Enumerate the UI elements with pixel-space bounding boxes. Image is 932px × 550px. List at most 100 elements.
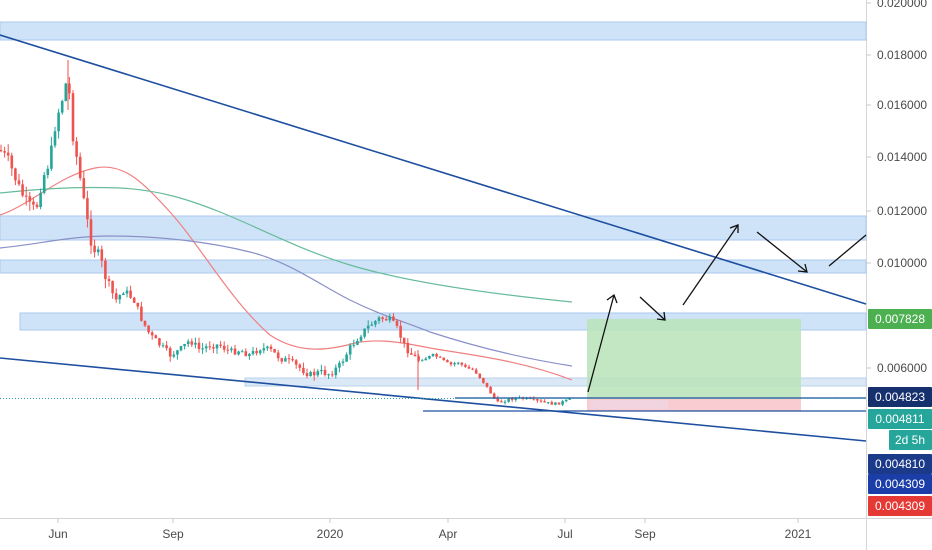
candle [276, 349, 280, 362]
candle [338, 360, 341, 373]
candle-body [132, 297, 136, 303]
candle-body [503, 401, 507, 403]
x-tick-label: Sep [162, 527, 184, 541]
resistance-zone[interactable] [0, 215, 867, 241]
candle [179, 345, 183, 352]
ma-mid-line [0, 235, 573, 367]
candle [316, 369, 320, 378]
candle-body [550, 402, 554, 405]
candle [194, 337, 197, 349]
candle [266, 345, 269, 351]
candle-body [330, 374, 334, 376]
descending-support-trendline[interactable] [0, 357, 867, 442]
x-tick-label: Sep [634, 527, 656, 541]
candle-body [230, 348, 233, 351]
price-tag: 0.004309 [868, 474, 932, 494]
descending-resistance-trendline[interactable] [0, 34, 867, 305]
candle-body [449, 362, 453, 365]
candle-body [172, 354, 176, 357]
resistance-zone[interactable] [0, 259, 867, 274]
candle-body [50, 145, 53, 169]
x-tick-label: Jul [557, 527, 572, 541]
candle [147, 325, 150, 335]
candle [561, 399, 564, 407]
candle [352, 339, 356, 348]
candle-body [366, 325, 370, 329]
candle [6, 144, 10, 162]
price-tag-bg [868, 474, 932, 494]
candle-body [345, 354, 348, 362]
candle [78, 152, 82, 181]
candle-body [219, 344, 222, 346]
candle-body [60, 101, 64, 113]
candle [75, 137, 78, 165]
candle [255, 347, 258, 356]
candle-body [147, 325, 150, 333]
candle [215, 344, 219, 354]
candle-body [348, 345, 352, 355]
candle [359, 334, 363, 343]
y-tick-label: 0.018000 [877, 48, 927, 62]
candle-body [165, 345, 168, 349]
candle [240, 349, 244, 353]
candle [24, 186, 28, 206]
candle [233, 344, 237, 356]
candle [485, 382, 489, 388]
price-tag: 0.004810 [868, 454, 932, 474]
candle [64, 82, 68, 102]
candle-body [514, 397, 518, 400]
candle [377, 316, 381, 324]
candle [320, 364, 323, 375]
candle [136, 302, 140, 310]
price-tag-bg [889, 430, 932, 450]
candle [291, 355, 294, 362]
candle-body [316, 371, 320, 376]
candle-body [460, 362, 464, 365]
candle-body [183, 344, 186, 347]
candle [341, 358, 345, 366]
candle [190, 338, 194, 348]
candle [230, 346, 233, 353]
candle-body [46, 168, 50, 176]
candles [0, 60, 572, 407]
price-tag-label: 2d 5h [895, 433, 925, 447]
candle-body [485, 382, 489, 387]
candle [305, 368, 309, 379]
candle [10, 152, 14, 176]
candle [557, 402, 561, 405]
candle-body [388, 316, 392, 321]
candle [327, 373, 330, 380]
resistance-zone[interactable] [0, 21, 867, 41]
candle [111, 280, 114, 299]
candle [489, 386, 492, 394]
candle-body [82, 178, 86, 199]
candle-body [561, 401, 564, 405]
candle [467, 364, 471, 369]
candle [370, 321, 374, 327]
price-tag-bg [868, 309, 932, 329]
candle-body [564, 399, 568, 402]
candle [410, 348, 413, 355]
target-zone[interactable] [587, 319, 801, 398]
candle [334, 364, 338, 379]
candle [496, 395, 500, 403]
candle [46, 165, 50, 179]
candle-body [143, 320, 147, 326]
candle [503, 399, 507, 405]
candle [0, 144, 3, 153]
candle [428, 355, 431, 360]
projection-arrows [587, 224, 867, 393]
candle [384, 316, 388, 321]
candle-body [298, 364, 302, 368]
candle-body [294, 360, 298, 365]
candle [28, 191, 32, 211]
candle [302, 362, 305, 376]
candle [140, 301, 143, 322]
candle-body [125, 290, 129, 294]
candle [237, 350, 240, 356]
candle-body [28, 196, 32, 202]
candle-body [222, 345, 226, 350]
candle-body [420, 360, 424, 362]
candle [21, 179, 24, 198]
